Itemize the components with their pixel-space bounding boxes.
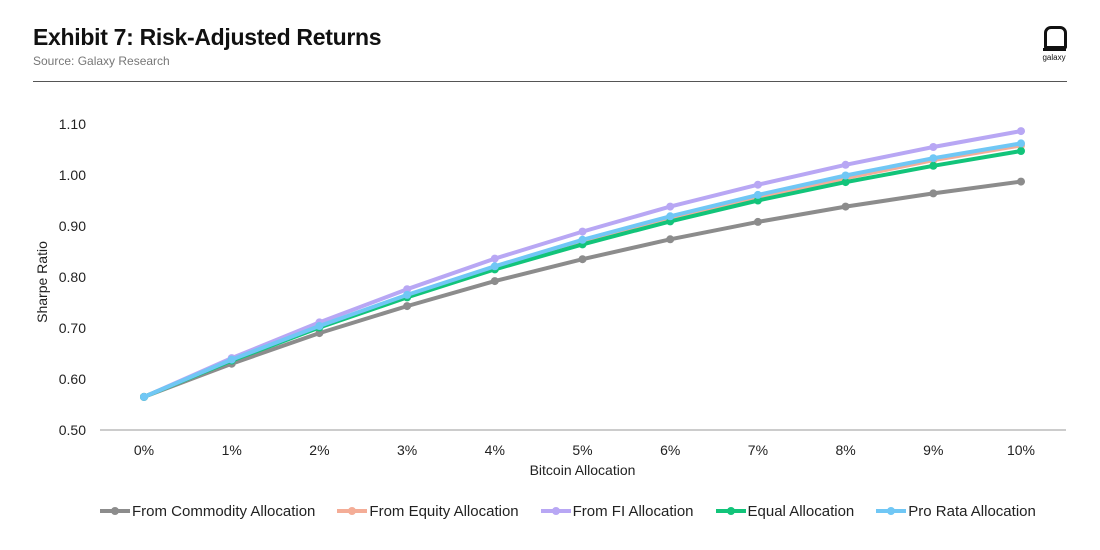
chart-header: Exhibit 7: Risk-Adjusted Returns Source:… [33,22,382,68]
x-tick-label: 1% [222,442,242,458]
data-point [315,322,324,330]
legend-label: From Commodity Allocation [132,502,316,520]
y-tick-label: 0.70 [59,320,86,336]
legend-label: From Equity Allocation [369,502,519,520]
y-axis-label: Sharpe Ratio [34,241,50,323]
data-point [841,160,850,169]
data-point [1017,127,1025,136]
series-layer [140,127,1025,401]
data-point [1017,139,1025,148]
legend-swatch [337,501,368,521]
series-group [140,177,1025,401]
data-point [753,180,762,189]
data-point [578,255,587,264]
y-tick-label: 0.60 [59,371,86,387]
x-tick-label: 8% [835,442,855,458]
x-tick-label: 9% [923,442,943,458]
x-tick-label: 6% [660,442,680,458]
data-point [490,262,499,271]
data-point [403,302,412,311]
data-point [403,290,412,299]
logo-text: galaxy [1042,53,1066,62]
data-point [841,178,850,187]
legend-swatch [540,501,571,521]
chart-title: Exhibit 7: Risk-Adjusted Returns [33,24,382,50]
x-tick-label: 4% [485,442,505,458]
y-tick-label: 0.80 [59,269,86,285]
data-point [666,235,675,244]
x-tick-label: 0% [134,442,154,458]
series-group [140,139,1025,401]
series-line [142,149,1023,399]
x-tick-label: 10% [1007,442,1035,458]
data-point [929,161,938,170]
legend-swatch [876,501,907,521]
series-group [140,127,1025,401]
x-axis: 0% 1% 2% 3% 4% 5% 6% 7% 8% 9% 10% [100,429,1066,458]
y-tick-label: 1.10 [59,116,86,132]
data-point [929,154,938,163]
data-point [140,392,148,401]
data-point [841,202,850,211]
data-point [227,355,236,364]
x-tick-label: 2% [309,442,329,458]
series-group [140,141,1025,401]
data-point [841,171,850,180]
series-group [140,147,1025,401]
data-point [578,227,587,236]
data-point [578,235,587,244]
legend-label: Pro Rata Allocation [908,502,1036,520]
data-point [490,254,499,263]
legend-label: Equal Allocation [747,502,855,520]
chart-source: Source: Galaxy Research [33,54,170,68]
chart-legend: From Commodity Allocation From Equity All… [100,501,1058,521]
data-point [929,189,938,198]
data-point [403,285,412,294]
y-tick-label: 0.90 [59,218,86,234]
data-point [1017,177,1025,186]
logo-bar [1043,48,1066,51]
series-line [142,179,1023,399]
legend-swatch [715,501,746,521]
data-point [1017,147,1025,155]
legend-item: From Commodity Allocation [100,501,315,521]
y-tick-label: 0.50 [59,422,86,438]
y-tick-label: 1.00 [59,167,86,183]
x-tick-label: 3% [397,442,417,458]
legend-swatch [100,501,130,521]
data-point [666,212,675,221]
data-point [490,277,499,286]
header-divider [33,81,1067,82]
x-axis-label: Bitcoin Allocation [530,462,636,478]
data-point [315,329,324,338]
x-tick-label: 5% [572,442,592,458]
data-point [753,190,762,199]
data-point [666,202,675,211]
legend-item: From FI Allocation [540,501,694,521]
legend-item: Equal Allocation [715,501,855,521]
legend-item: Pro Rata Allocation [876,501,1036,521]
data-point [929,143,938,151]
legend-label: From FI Allocation [572,502,694,520]
data-point [753,217,762,226]
series-line [142,143,1023,399]
logo-mark [1044,26,1067,49]
series-line [142,141,1023,399]
x-tick-label: 7% [748,442,768,458]
data-point [753,196,762,205]
y-axis: 0.50 0.60 0.70 0.80 0.90 1.00 1.10 [59,116,86,438]
line-chart: 0.50 0.60 0.70 0.80 0.90 1.00 1.10 0% 1% 2% 3% 4% 5… [34,116,1066,478]
galaxy-logo-icon: galaxy [1038,26,1070,66]
legend-item: From Equity Allocation [337,501,519,521]
